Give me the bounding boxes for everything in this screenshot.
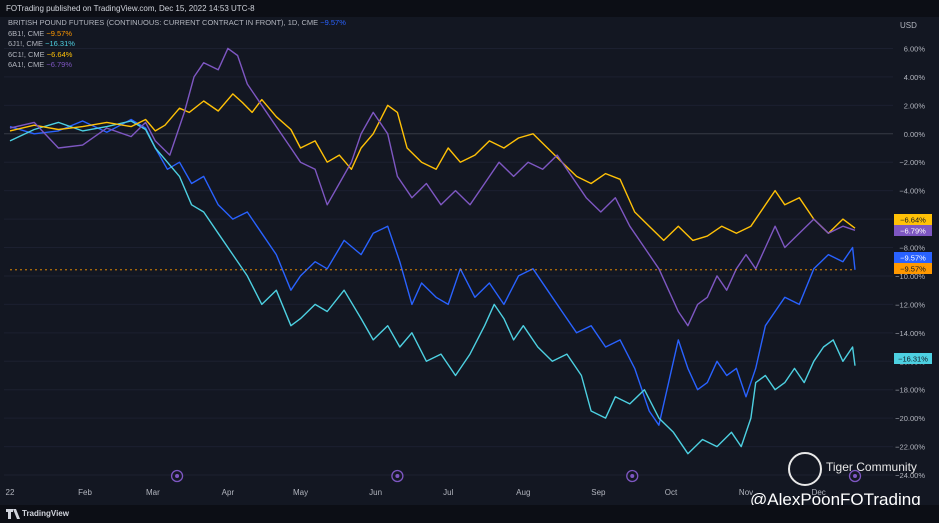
price-label-text: −6.64% — [900, 216, 926, 225]
series-line — [9, 120, 856, 455]
series-line — [9, 93, 856, 242]
brand-name: TradingView — [22, 509, 69, 518]
x-tick-label: Sep — [591, 488, 606, 497]
legend-row[interactable]: 6A1!, CME −6.79% — [8, 60, 346, 71]
series-line — [9, 118, 856, 426]
event-markers[interactable] — [170, 469, 862, 483]
y-axis-unit: USD — [900, 21, 917, 30]
legend-value: −6.64% — [46, 49, 73, 59]
handle-watermark: @AlexPoonFOTrading — [750, 490, 921, 509]
price-label-text: −9.57% — [900, 265, 926, 274]
x-tick-label: Mar — [146, 488, 160, 497]
y-tick-label: −2.00% — [899, 158, 925, 167]
legend-title: BRITISH POUND FUTURES (CONTINUOUS: CURRE… — [8, 18, 319, 27]
x-axis[interactable]: 22 Feb Mar Apr May Jun Jul Aug Sep Oct Nov Dec — [6, 488, 826, 497]
price-label-text: −6.79% — [900, 227, 926, 236]
price-label-tag — [894, 225, 932, 236]
legend-label: 6C1!, CME — [8, 49, 47, 59]
price-label-tag — [894, 263, 932, 274]
y-tick-label: −18.00% — [895, 386, 925, 395]
tiger-logo-icon — [788, 452, 822, 486]
chart-canvas[interactable]: 6.00%4.00%2.00%0.00%−2.00%−4.00%−6.00%−8… — [0, 17, 939, 505]
y-tick-label: −10.00% — [895, 272, 925, 281]
publisher-line: FOTrading published on TradingView.com, … — [6, 4, 255, 13]
price-label-text: −9.57% — [900, 254, 926, 263]
event-marker-dot — [853, 474, 857, 478]
tradingview-logo-icon — [6, 509, 20, 519]
x-tick-label: Apr — [222, 488, 235, 497]
event-marker-icon[interactable] — [848, 469, 862, 483]
y-tick-label: −24.00% — [895, 471, 925, 480]
x-tick-label: May — [293, 488, 308, 497]
x-tick-label: Jul — [443, 488, 453, 497]
y-tick-label: 2.00% — [904, 101, 926, 110]
legend-label: 6B1!, CME — [8, 28, 47, 38]
community-watermark: Tiger Community — [788, 452, 917, 486]
price-label-text: −16.31% — [898, 355, 928, 364]
x-tick-label: Feb — [78, 488, 92, 497]
y-tick-label: −12.00% — [895, 300, 925, 309]
grid-lines — [4, 47, 893, 476]
x-tick-label: 22 — [6, 488, 15, 497]
chart-background — [0, 17, 939, 505]
y-tick-label: −4.00% — [899, 187, 925, 196]
publish-bar: FOTrading published on TradingView.com, … — [0, 0, 939, 17]
x-tick-label: Aug — [516, 488, 530, 497]
y-tick-label: 4.00% — [904, 73, 926, 82]
legend-value: −6.79% — [46, 60, 73, 69]
community-text: Tiger Community — [826, 460, 917, 474]
y-tick-label: 0.00% — [904, 130, 926, 139]
x-tick-label: Oct — [665, 488, 678, 497]
legend-row[interactable]: 6B1!, CME −9.57% — [8, 29, 346, 40]
series-lines — [9, 47, 856, 455]
series-line — [9, 47, 856, 327]
y-tick-label: −8.00% — [899, 244, 925, 253]
legend-row[interactable]: 6C1!, CME −6.64% — [8, 50, 346, 61]
x-tick-label: Jun — [369, 488, 382, 497]
legend-row[interactable]: 6J1!, CME −16.31% — [8, 39, 346, 50]
legend-rows: 6B1!, CME −9.57% 6J1!, CME −16.31% 6C1!, C… — [8, 29, 346, 71]
price-label-tag — [894, 353, 932, 364]
legend-label: 6A1!, CME — [8, 60, 47, 69]
event-marker-icon[interactable] — [170, 469, 184, 483]
y-tick-label: −14.00% — [895, 329, 925, 338]
price-label-tag — [894, 214, 932, 225]
event-marker-icon[interactable] — [391, 469, 404, 483]
footer-bar: TradingView — [0, 505, 939, 523]
legend-value: −9.57% — [46, 28, 73, 38]
price-label-tag — [894, 252, 932, 263]
event-marker-dot — [395, 474, 400, 478]
legend-label: 6J1!, CME — [8, 39, 46, 48]
legend-title-row: BRITISH POUND FUTURES (CONTINUOUS: CURRE… — [8, 18, 346, 29]
event-marker-dot — [630, 474, 635, 478]
legend[interactable]: BRITISH POUND FUTURES (CONTINUOUS: CURRE… — [8, 18, 346, 71]
y-tick-label: −20.00% — [895, 414, 925, 423]
price-labels: −6.64% −6.79% −9.57% −9.57% −16.31% — [894, 214, 932, 364]
x-tick-label: Dec — [812, 488, 826, 497]
legend-title-value: −9.57% — [320, 18, 346, 27]
x-tick-label: Nov — [739, 488, 753, 497]
event-marker-dot — [175, 474, 180, 478]
y-tick-label: 6.00% — [904, 44, 926, 53]
y-tick-label: −22.00% — [895, 443, 925, 452]
event-marker-icon[interactable] — [626, 469, 639, 483]
legend-value: −16.31% — [45, 39, 75, 48]
